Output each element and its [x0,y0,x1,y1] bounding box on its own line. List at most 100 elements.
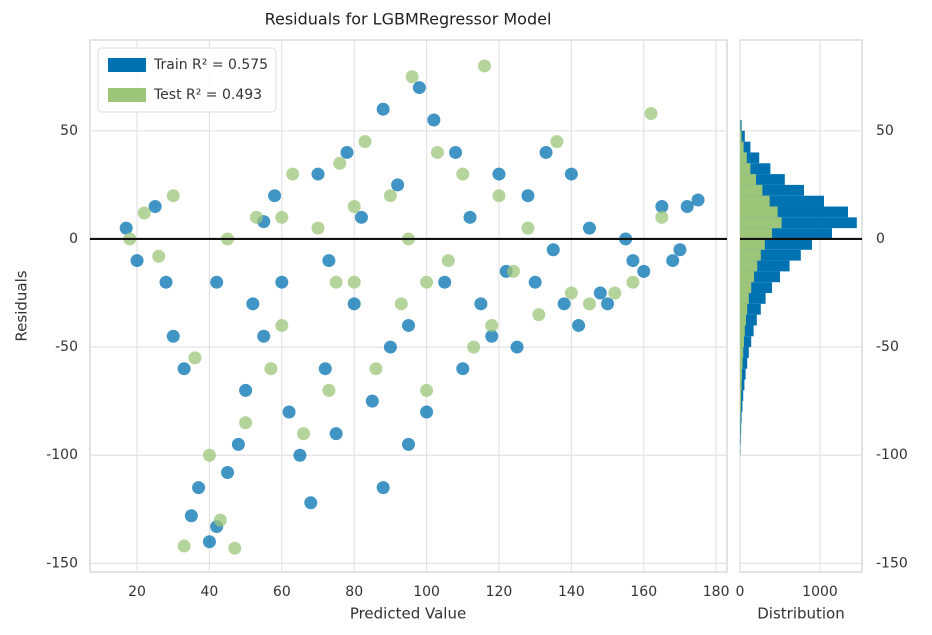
hist-bar [740,293,766,304]
point [119,221,133,235]
point [286,167,300,181]
point [221,466,235,480]
point [601,297,615,311]
point [456,167,470,181]
point [626,254,640,268]
point [564,167,578,181]
legend-swatch [108,58,146,72]
point [420,383,434,397]
point [402,318,415,332]
series [740,120,782,456]
point [264,362,278,376]
hist-x-axis-label: Distribution [757,605,845,623]
point [532,308,546,322]
hist-bar [740,336,744,348]
point [304,496,318,510]
point [510,340,524,354]
point [449,145,463,159]
hist-bar [740,163,771,175]
hist-bar [740,411,742,423]
point [213,513,227,527]
point [680,200,694,214]
hist-bar [740,357,748,369]
hist-bar [740,217,782,229]
x-tick-label: 20 [128,584,146,600]
hist-bar [740,303,748,315]
hist-bar [740,260,790,272]
hist-bar [740,390,742,402]
hist-bar [740,195,770,207]
hist-bar [740,325,745,337]
y-tick-label: -100 [876,447,908,463]
point [463,210,477,224]
point [369,362,383,376]
x-axis-label: Predicted Value [350,605,466,623]
point [485,329,499,343]
point [376,102,390,116]
point [564,286,578,300]
hist-bar [740,282,752,294]
y-tick-label: 0 [876,231,885,247]
hist-bar [740,314,757,326]
point [637,264,651,278]
x-tick-label: 40 [201,584,219,600]
legend: Train R² = 0.575 Test R² = 0.493 [97,47,277,113]
hist-bar [740,282,772,294]
hist-bar [740,195,824,207]
y-tick-label: 50 [60,123,78,139]
plot-area [89,39,728,573]
point [347,200,361,214]
point [202,448,216,462]
hist-bar [740,433,741,445]
point [177,362,191,376]
point [456,362,470,376]
hist-bar [740,238,765,250]
hist-bar [740,401,741,412]
point [130,254,144,268]
hist-bar [740,271,780,283]
y-tick-label: -50 [876,339,899,355]
x-tick-label: 60 [273,584,291,600]
point [184,509,198,523]
point [329,427,343,441]
point [246,297,260,311]
point [655,210,669,224]
hist-bar [740,401,743,412]
point [467,340,481,354]
point [177,539,191,553]
hist-bar [740,174,756,185]
point [347,275,361,289]
y-tick-label: -150 [876,555,908,571]
point [210,275,224,289]
point [474,297,488,311]
hist-bar [740,368,742,380]
point [318,362,332,376]
hist-bar [740,184,804,196]
point [427,113,441,127]
hist-bar [740,293,749,304]
point [275,210,289,224]
point [420,275,434,289]
point [521,189,535,203]
point [608,286,622,300]
point [492,167,506,181]
point [228,541,242,555]
x-tick-label: 80 [345,584,363,600]
point [322,254,336,268]
point [365,394,379,408]
hist-bar [740,152,747,164]
y-tick-label: -150 [46,555,78,571]
point [354,210,368,224]
point [333,156,347,170]
hist-bar [740,120,741,131]
point [311,167,325,181]
point [275,318,289,332]
point [626,275,640,289]
point [166,189,180,203]
hist-bar [740,379,745,391]
hist-bar [740,217,857,229]
point [655,200,669,214]
y-tick-label: 0 [69,231,78,247]
point [582,297,596,311]
x-tick-label: 1000 [802,584,838,600]
